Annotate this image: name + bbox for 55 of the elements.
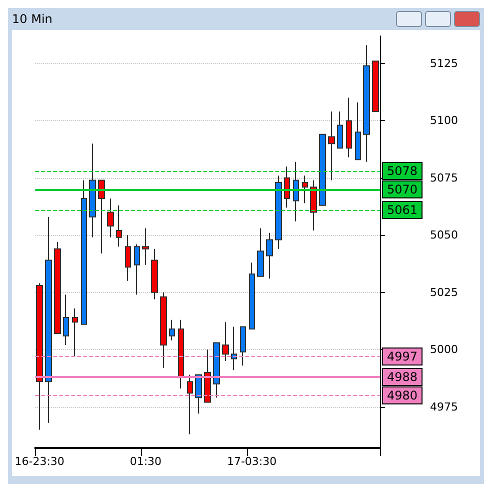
candlestick: [169, 319, 175, 341]
candlestick: [81, 180, 87, 325]
y-tick-label: 5125: [430, 56, 458, 70]
y-tick-label: 5100: [430, 114, 458, 128]
candlestick: [231, 326, 237, 371]
candlestick: [142, 228, 149, 266]
ref-line-label: 4997: [387, 349, 418, 364]
candlestick: [355, 102, 361, 160]
candlestick: [222, 322, 229, 362]
candlestick: [319, 134, 326, 206]
candlestick: [54, 242, 61, 334]
candlestick: [293, 161, 299, 222]
candlestick: [204, 349, 211, 403]
y-tick-label: 5000: [430, 343, 458, 356]
candlestick: [187, 374, 193, 435]
candlestick: [36, 282, 43, 430]
y-tick-label: 5075: [430, 171, 458, 184]
ref-line-label: 5078: [387, 164, 418, 178]
candlestick: [134, 244, 140, 296]
candlestick: [346, 97, 352, 158]
candlestick: [284, 166, 290, 208]
candlestick: [89, 143, 96, 238]
y-tick-label: 5050: [430, 228, 458, 242]
candlestick: [72, 308, 78, 357]
candlestick: [213, 342, 220, 398]
candlestick: [363, 44, 370, 162]
candlestick: [63, 294, 69, 346]
candlestick: [151, 248, 158, 300]
candlestick: [107, 198, 114, 238]
candlestick: [98, 180, 105, 254]
x-tick-label: 01:30: [130, 455, 162, 468]
candlestick: [302, 175, 308, 204]
candlestick: [249, 262, 255, 330]
candlestick: [116, 204, 122, 248]
ref-line-label: 4988: [387, 370, 418, 384]
y-tick-label: 5025: [430, 286, 458, 299]
candlestick: [372, 60, 379, 112]
candlestick: [240, 326, 246, 366]
y-tick-label: 4975: [430, 400, 458, 414]
candlestick: [160, 292, 167, 368]
candlestick: [337, 111, 343, 149]
candlestick: [178, 319, 184, 389]
candlestick: [257, 228, 264, 277]
ref-line-label: 5061: [387, 202, 418, 217]
candlestick: [275, 175, 282, 250]
candlestick: [328, 111, 335, 181]
ref-line-label: 5070: [387, 182, 418, 196]
x-tick-label: 17-03:30: [226, 455, 277, 468]
ref-line-label: 4980: [387, 388, 418, 402]
chart-title: 10 Min: [12, 12, 52, 26]
candlestick: [45, 216, 52, 424]
x-tick-label: 16-23:30: [14, 455, 64, 468]
candlestick: [125, 234, 131, 282]
candlestick: [266, 232, 273, 280]
candlestick: [310, 180, 317, 232]
